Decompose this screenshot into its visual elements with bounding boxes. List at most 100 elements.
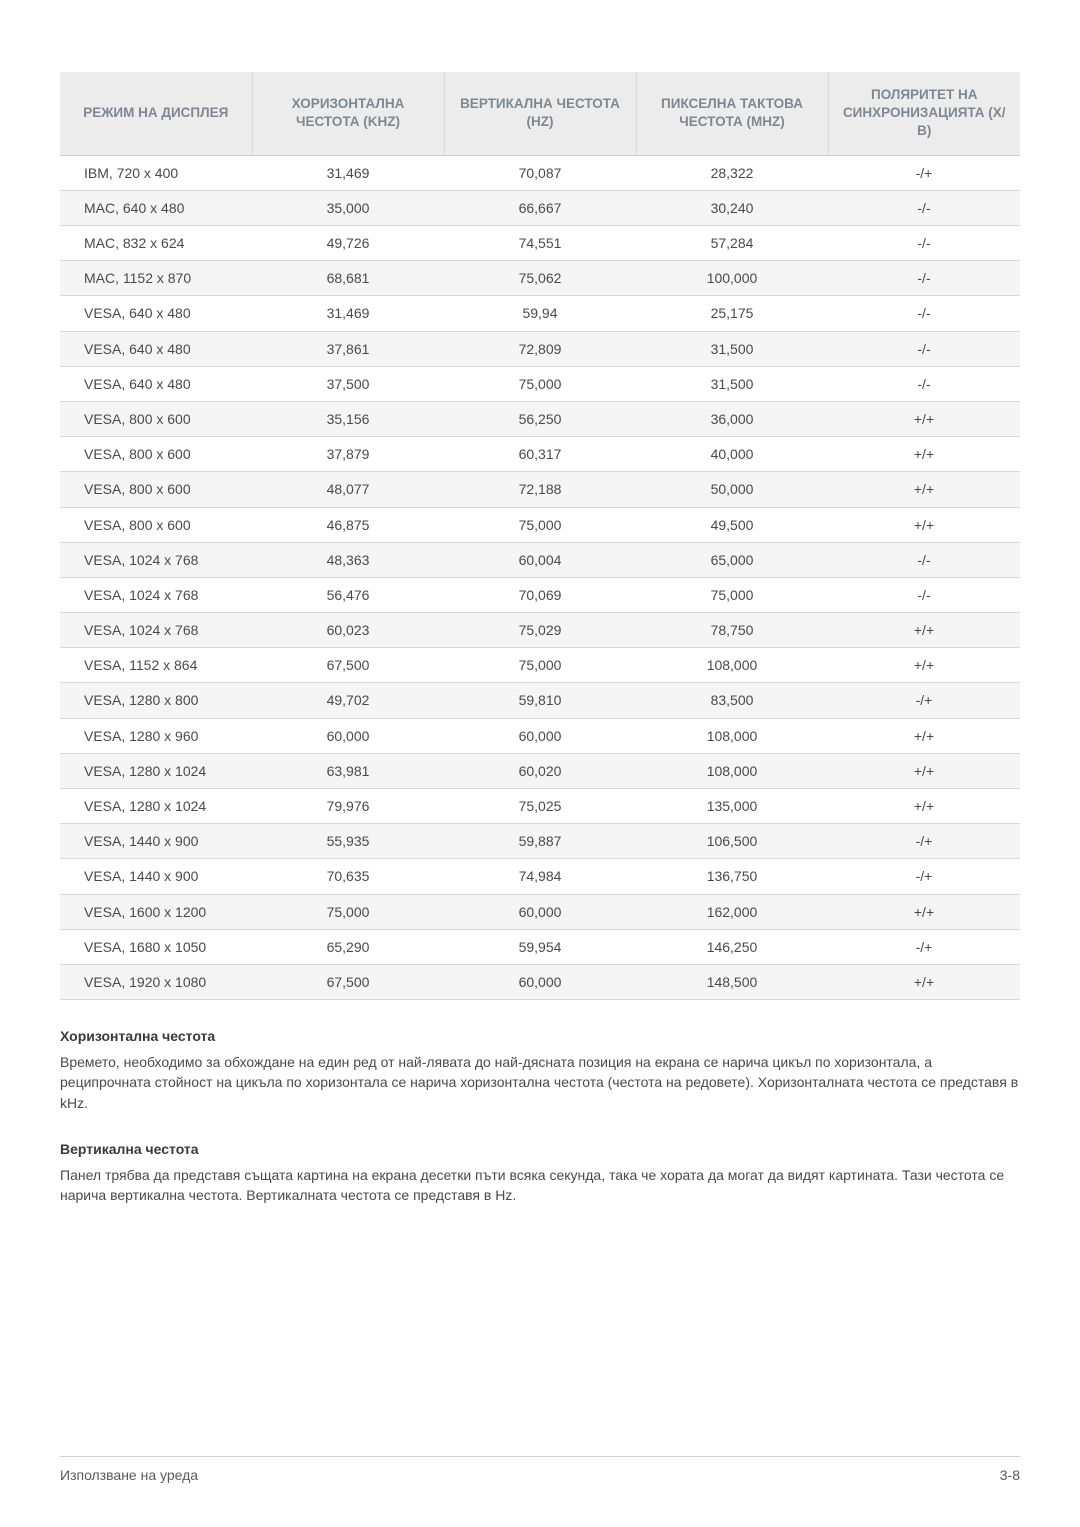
table-header: РЕЖИМ НА ДИСПЛЕЯХОРИЗОНТАЛНА ЧЕСТОТА (KH…: [60, 72, 1020, 155]
table-cell: VESA, 800 x 600: [60, 401, 252, 436]
table-cell: 72,188: [444, 472, 636, 507]
table-cell: 74,984: [444, 859, 636, 894]
table-row: VESA, 1920 x 108067,50060,000148,500+/+: [60, 964, 1020, 999]
table-cell: 65,290: [252, 929, 444, 964]
table-cell: 59,94: [444, 296, 636, 331]
table-cell: -/-: [828, 190, 1020, 225]
table-cell: +/+: [828, 472, 1020, 507]
table-cell: IBM, 720 x 400: [60, 155, 252, 190]
table-cell: 146,250: [636, 929, 828, 964]
table-cell: 60,317: [444, 437, 636, 472]
table-cell: VESA, 1680 x 1050: [60, 929, 252, 964]
table-cell: 60,000: [444, 718, 636, 753]
table-cell: 83,500: [636, 683, 828, 718]
table-row: VESA, 1024 x 76856,47670,06975,000-/-: [60, 577, 1020, 612]
table-cell: 78,750: [636, 613, 828, 648]
table-cell: 68,681: [252, 261, 444, 296]
table-cell: 48,077: [252, 472, 444, 507]
table-row: IBM, 720 x 40031,46970,08728,322-/+: [60, 155, 1020, 190]
footer-right: 3-8: [1000, 1467, 1020, 1483]
table-cell: 48,363: [252, 542, 444, 577]
table-cell: 75,025: [444, 789, 636, 824]
table-cell: VESA, 1024 x 768: [60, 542, 252, 577]
table-cell: VESA, 1024 x 768: [60, 613, 252, 648]
table-cell: 46,875: [252, 507, 444, 542]
table-cell: VESA, 1440 x 900: [60, 859, 252, 894]
table-row: VESA, 1600 x 120075,00060,000162,000+/+: [60, 894, 1020, 929]
table-row: MAC, 1152 x 87068,68175,062100,000-/-: [60, 261, 1020, 296]
table-cell: 75,000: [444, 366, 636, 401]
table-cell: 63,981: [252, 753, 444, 788]
table-body: IBM, 720 x 40031,46970,08728,322-/+ MAC, …: [60, 155, 1020, 1000]
table-cell: -/-: [828, 261, 1020, 296]
table-row: VESA, 1280 x 102479,97675,025135,000+/+: [60, 789, 1020, 824]
table-cell: 70,635: [252, 859, 444, 894]
table-cell: 49,500: [636, 507, 828, 542]
table-cell: -/-: [828, 542, 1020, 577]
table-cell: 79,976: [252, 789, 444, 824]
table-row: VESA, 1152 x 86467,50075,000108,000+/+: [60, 648, 1020, 683]
table-cell: 59,887: [444, 824, 636, 859]
table-row: VESA, 1280 x 102463,98160,020108,000+/+: [60, 753, 1020, 788]
table-cell: 40,000: [636, 437, 828, 472]
table-cell: -/+: [828, 824, 1020, 859]
table-cell: 106,500: [636, 824, 828, 859]
display-modes-table: РЕЖИМ НА ДИСПЛЕЯХОРИЗОНТАЛНА ЧЕСТОТА (KH…: [60, 72, 1020, 1000]
table-row: VESA, 1680 x 105065,29059,954146,250-/+: [60, 929, 1020, 964]
table-cell: 37,500: [252, 366, 444, 401]
table-cell: 67,500: [252, 964, 444, 999]
table-row: VESA, 800 x 60048,07772,18850,000+/+: [60, 472, 1020, 507]
table-cell: 60,004: [444, 542, 636, 577]
table-cell: VESA, 1920 x 1080: [60, 964, 252, 999]
table-row: VESA, 1280 x 80049,70259,81083,500-/+: [60, 683, 1020, 718]
table-cell: 70,087: [444, 155, 636, 190]
table-cell: VESA, 1280 x 1024: [60, 753, 252, 788]
footer-left: Използване на уреда: [60, 1467, 198, 1483]
table-cell: VESA, 1152 x 864: [60, 648, 252, 683]
table-cell: VESA, 1440 x 900: [60, 824, 252, 859]
table-cell: +/+: [828, 648, 1020, 683]
table-cell: 65,000: [636, 542, 828, 577]
section-title: Вертикална честота: [60, 1141, 1020, 1157]
column-header: ПИКСЕЛНА ТАКТОВА ЧЕСТОТА (MHZ): [636, 72, 828, 155]
table-cell: 67,500: [252, 648, 444, 683]
table-cell: VESA, 640 x 480: [60, 331, 252, 366]
table-cell: 108,000: [636, 753, 828, 788]
table-cell: +/+: [828, 401, 1020, 436]
table-cell: 37,879: [252, 437, 444, 472]
section-body: Панел трябва да представя същата картина…: [60, 1165, 1020, 1206]
table-cell: 60,020: [444, 753, 636, 788]
table-cell: 57,284: [636, 226, 828, 261]
table-cell: VESA, 1600 x 1200: [60, 894, 252, 929]
table-cell: VESA, 1280 x 1024: [60, 789, 252, 824]
table-row: VESA, 640 x 48037,50075,00031,500-/-: [60, 366, 1020, 401]
table-cell: -/-: [828, 296, 1020, 331]
table-row: VESA, 800 x 60035,15656,25036,000+/+: [60, 401, 1020, 436]
table-cell: 36,000: [636, 401, 828, 436]
table-cell: +/+: [828, 753, 1020, 788]
table-cell: +/+: [828, 789, 1020, 824]
page-footer: Използване на уреда 3-8: [60, 1456, 1020, 1483]
table-cell: 75,000: [444, 648, 636, 683]
table-cell: 31,469: [252, 296, 444, 331]
table-cell: 70,069: [444, 577, 636, 612]
table-row: MAC, 832 x 62449,72674,55157,284-/-: [60, 226, 1020, 261]
column-header: ВЕРТИКАЛНА ЧЕСТОТА (HZ): [444, 72, 636, 155]
table-cell: 72,809: [444, 331, 636, 366]
table-row: VESA, 640 x 48037,86172,80931,500-/-: [60, 331, 1020, 366]
table-cell: 60,000: [252, 718, 444, 753]
table-cell: -/-: [828, 331, 1020, 366]
column-header: ПОЛЯРИТЕТ НА СИНХРОНИЗАЦИЯТА (Х/В): [828, 72, 1020, 155]
table-cell: VESA, 1280 x 800: [60, 683, 252, 718]
table-cell: VESA, 800 x 600: [60, 472, 252, 507]
table-cell: -/+: [828, 859, 1020, 894]
table-cell: -/+: [828, 683, 1020, 718]
table-cell: VESA, 800 x 600: [60, 507, 252, 542]
table-cell: 74,551: [444, 226, 636, 261]
table-cell: +/+: [828, 964, 1020, 999]
table-cell: -/-: [828, 226, 1020, 261]
table-cell: 25,175: [636, 296, 828, 331]
table-cell: 66,667: [444, 190, 636, 225]
column-header: ХОРИЗОНТАЛНА ЧЕСТОТА (KHZ): [252, 72, 444, 155]
table-row: VESA, 1440 x 90070,63574,984136,750-/+: [60, 859, 1020, 894]
